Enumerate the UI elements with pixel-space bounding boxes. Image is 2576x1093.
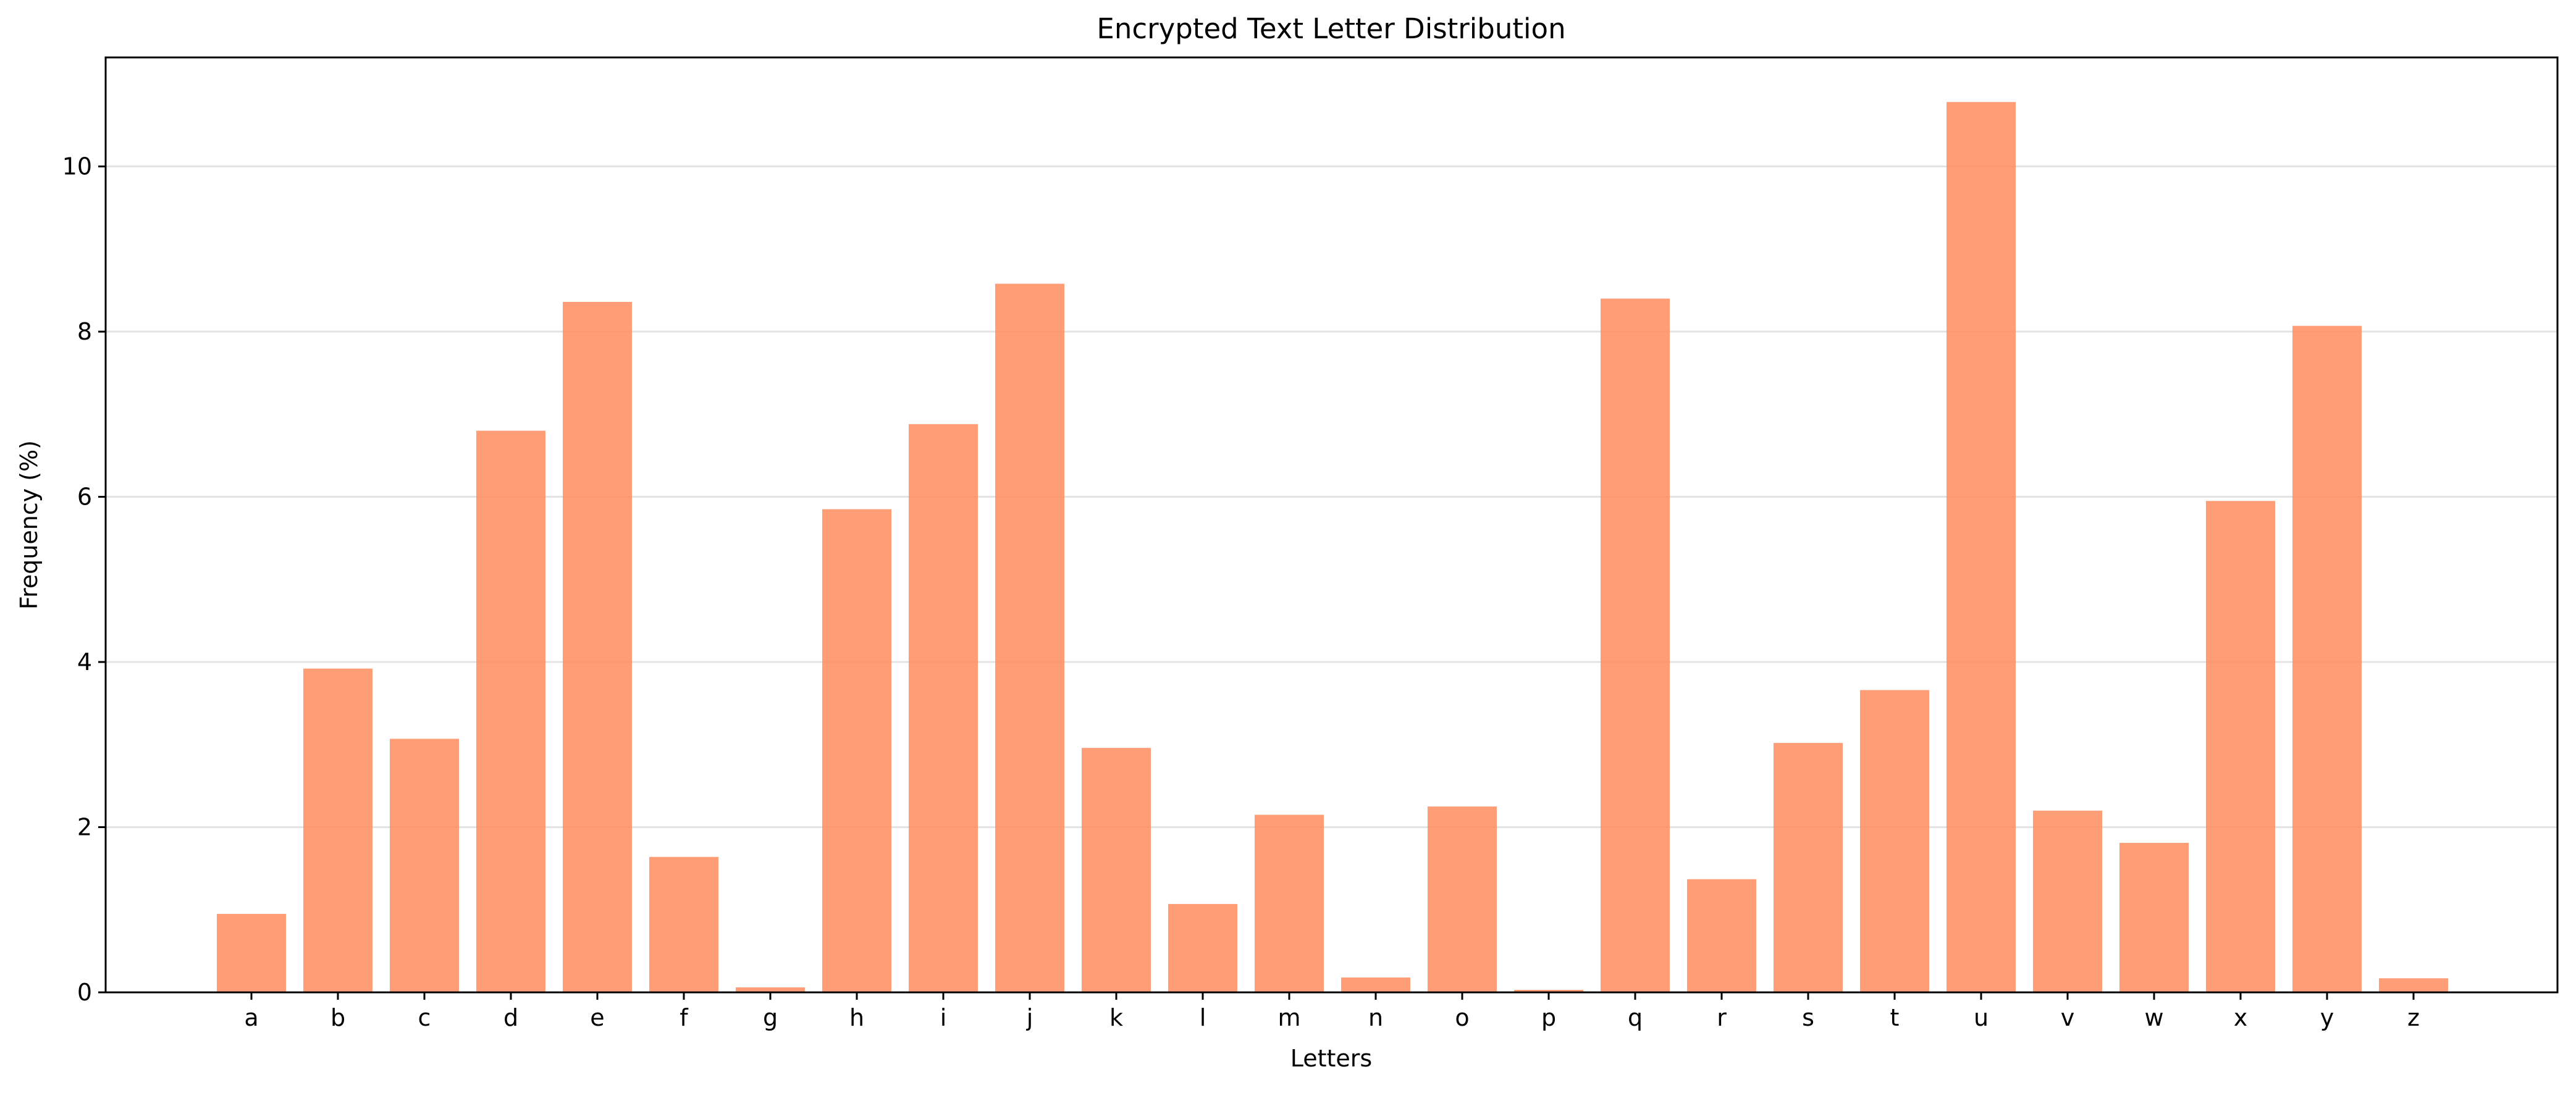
bar-e	[563, 301, 632, 992]
bar-r	[1687, 879, 1756, 992]
x-tick-label-z: z	[2407, 1004, 2420, 1031]
bar-n	[1341, 977, 1410, 992]
bar-c	[390, 739, 459, 992]
x-tick-label-k: k	[1109, 1004, 1123, 1031]
bar-g	[736, 987, 805, 992]
x-tick-label-v: v	[2061, 1004, 2075, 1031]
x-tick-label-n: n	[1368, 1004, 1383, 1031]
x-tick-label-d: d	[503, 1004, 518, 1031]
x-tick-label-l: l	[1200, 1004, 1206, 1031]
bar-x	[2206, 501, 2275, 992]
bar-t	[1860, 690, 1929, 992]
bar-q	[1601, 298, 1670, 992]
x-tick-label-u: u	[1974, 1004, 1989, 1031]
bar-m	[1255, 815, 1324, 992]
x-tick-label-a: a	[244, 1004, 258, 1031]
bar-j	[995, 283, 1064, 992]
y-axis-ticks: 0 2 4 6 8 10	[62, 153, 106, 1006]
x-tick-label-b: b	[330, 1004, 345, 1031]
y-axis-label: Frequency (%)	[15, 440, 43, 609]
x-tick-label-w: w	[2144, 1004, 2163, 1031]
y-tick-label: 10	[62, 153, 92, 180]
bar-o	[1428, 806, 1497, 992]
bar-w	[2119, 842, 2189, 992]
x-axis-label: Letters	[1290, 1045, 1372, 1072]
y-tick-label: 2	[77, 814, 92, 841]
x-tick-label-h: h	[849, 1004, 864, 1031]
bar-f	[649, 856, 718, 992]
bars	[217, 102, 2448, 993]
x-tick-label-m: m	[1277, 1004, 1300, 1031]
x-axis-ticks: a b c d e f g h i j k l m n o p q r s t u v w x y z	[244, 992, 2420, 1031]
x-tick-label-s: s	[1802, 1004, 1814, 1031]
bar-b	[303, 668, 373, 992]
bar-p	[1514, 989, 1583, 992]
bar-y	[2292, 325, 2362, 993]
x-tick-label-g: g	[763, 1004, 778, 1031]
bar-s	[1774, 743, 1843, 992]
y-tick-label: 6	[77, 484, 92, 511]
x-tick-label-p: p	[1541, 1004, 1556, 1031]
x-tick-label-y: y	[2320, 1004, 2334, 1031]
bar-h	[822, 509, 891, 992]
x-tick-label-e: e	[590, 1004, 604, 1031]
x-tick-label-q: q	[1628, 1004, 1643, 1031]
x-tick-label-r: r	[1717, 1004, 1727, 1031]
bar-a	[217, 913, 286, 992]
bar-i	[909, 424, 978, 992]
x-tick-label-t: t	[1890, 1004, 1900, 1031]
y-tick-label: 0	[77, 979, 92, 1006]
chart-title: Encrypted Text Letter Distribution	[1096, 12, 1565, 45]
plot-frame	[104, 56, 2559, 994]
y-tick-label: 8	[77, 318, 92, 345]
bar-z	[2379, 978, 2448, 992]
y-tick-label: 4	[77, 648, 92, 676]
x-tick-label-x: x	[2234, 1004, 2248, 1031]
x-tick-label-j: j	[1026, 1004, 1033, 1031]
x-tick-label-o: o	[1455, 1004, 1469, 1031]
grid-lines	[106, 165, 2557, 829]
bar-v	[2033, 810, 2102, 992]
bar-k	[1082, 748, 1151, 992]
x-tick-label-f: f	[680, 1004, 689, 1031]
bar-u	[1947, 102, 2016, 992]
bar-d	[476, 430, 545, 992]
x-tick-label-i: i	[940, 1004, 947, 1031]
bar-l	[1168, 903, 1237, 992]
x-tick-label-c: c	[418, 1004, 431, 1031]
